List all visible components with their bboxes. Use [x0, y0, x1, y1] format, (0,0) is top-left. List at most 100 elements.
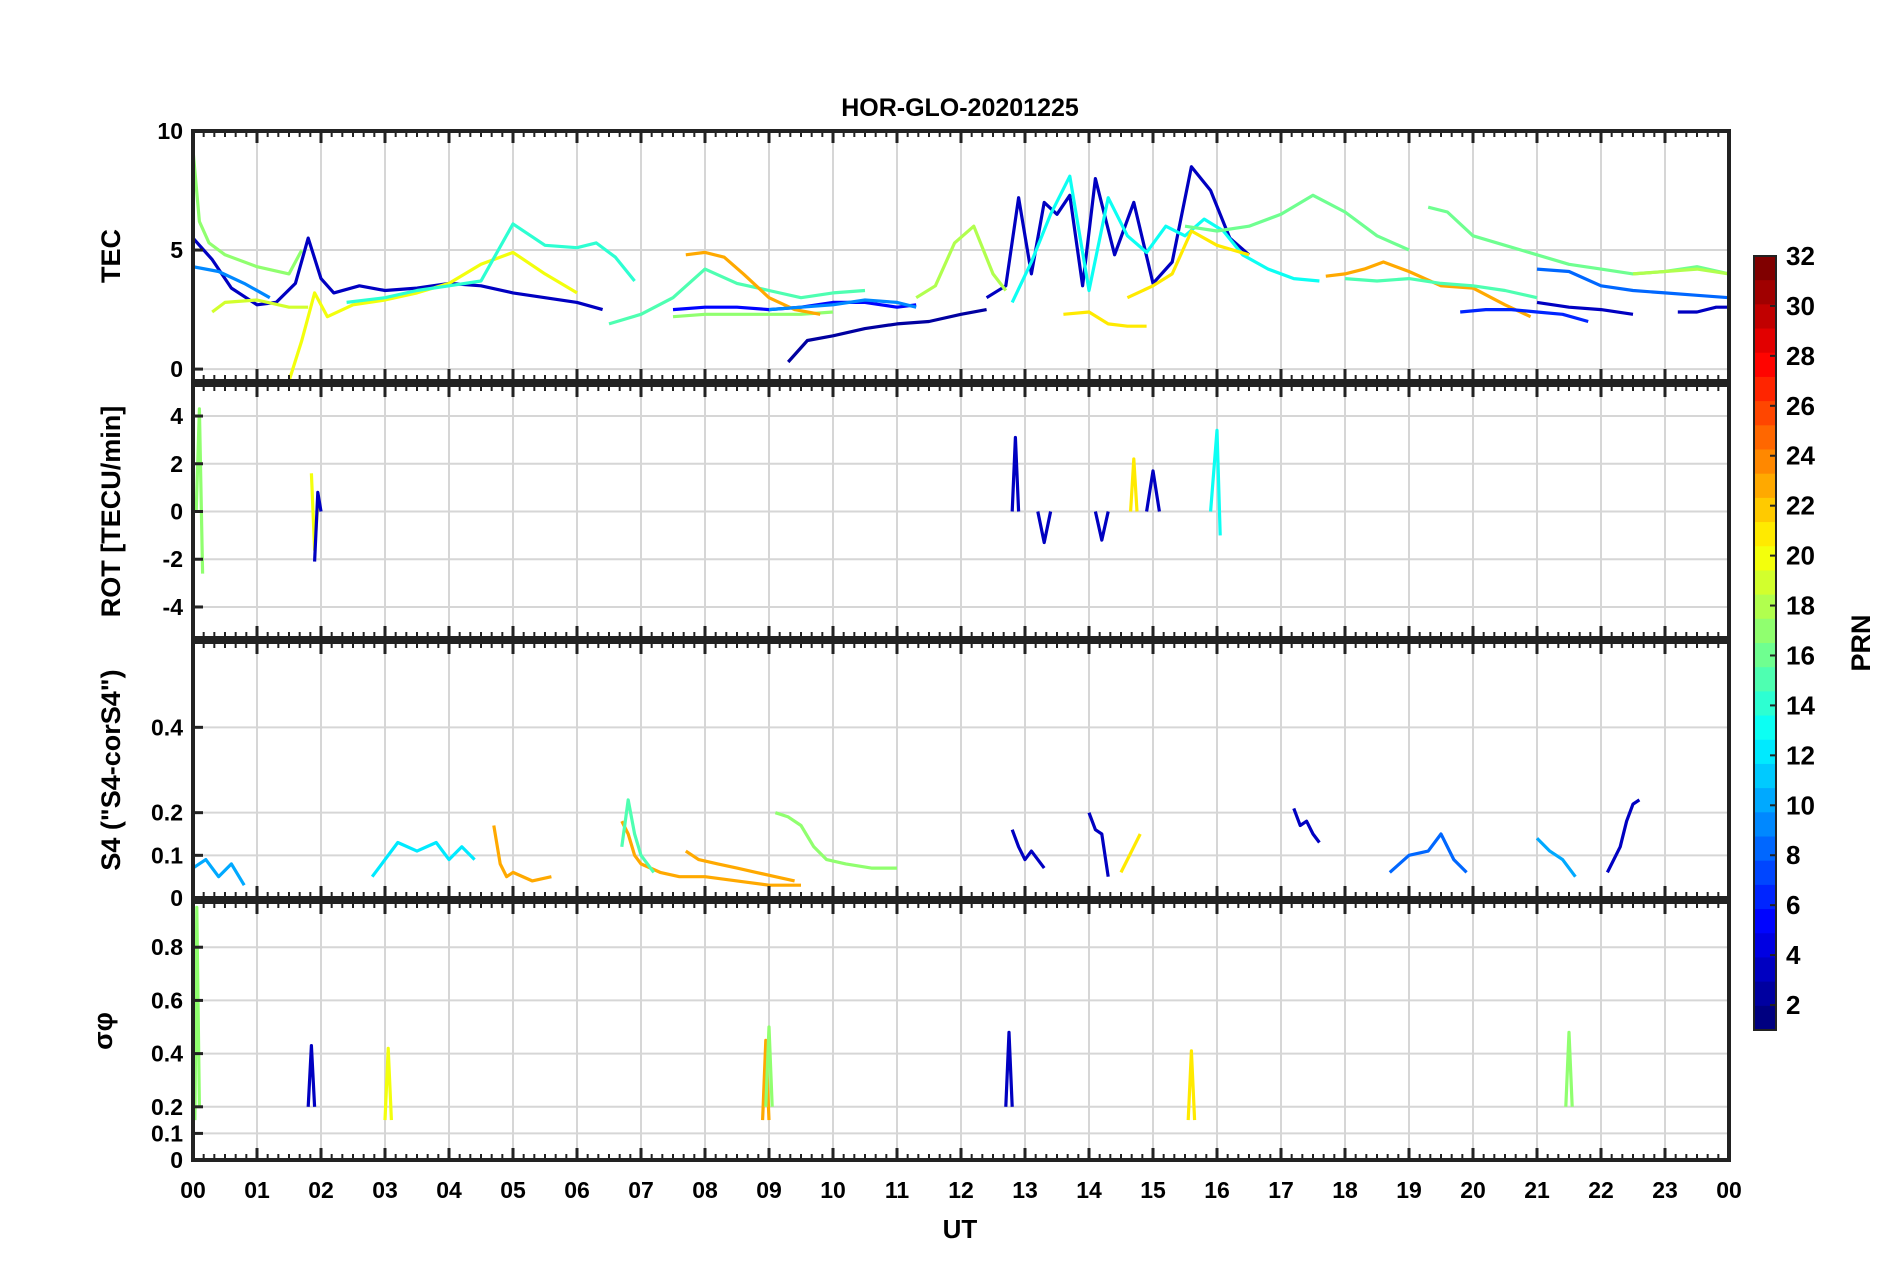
series-line [685, 250, 821, 316]
series-line [1536, 267, 1729, 300]
series-line [1010, 435, 1021, 512]
colorbar-tick-label: 32 [1786, 241, 1815, 271]
colorbar-swatch [1754, 401, 1776, 426]
series-line [1292, 807, 1321, 844]
x-tick-label: 01 [244, 1177, 270, 1203]
x-tick-label: 02 [308, 1177, 334, 1203]
colorbar-swatch [1754, 909, 1776, 934]
colorbar-swatch [1754, 691, 1776, 717]
series-group [193, 905, 1574, 1121]
series-line [1677, 305, 1729, 314]
y-tick-label: 5 [170, 237, 183, 263]
series-line [313, 490, 323, 562]
series-line [193, 149, 304, 276]
x-tick-label: 22 [1588, 1177, 1614, 1203]
x-tick-label: 15 [1140, 1177, 1166, 1203]
y-axis-label: TEC [96, 229, 126, 283]
y-tick-label: 0.2 [151, 1094, 183, 1120]
series-line [193, 265, 271, 300]
series-line [1036, 511, 1053, 545]
colorbar-swatch [1754, 788, 1776, 813]
x-tick-label: 11 [885, 1177, 910, 1203]
series-line [915, 224, 1008, 300]
series-line [1460, 308, 1589, 324]
colorbar-tick-label: 4 [1786, 940, 1801, 970]
y-tick-label: 2 [170, 451, 183, 477]
colorbar-swatch [1754, 933, 1776, 959]
colorbar-tick-label: 8 [1786, 840, 1800, 870]
y-tick-label: -2 [163, 546, 183, 572]
colorbar-swatch [1754, 570, 1776, 596]
colorbar-tick-label: 2 [1786, 990, 1800, 1020]
x-tick-label: 16 [1204, 1177, 1230, 1203]
colorbar-swatch [1754, 522, 1776, 547]
series-line [1536, 300, 1634, 316]
series-line [1004, 1030, 1014, 1107]
y-tick-label: 0.4 [151, 1041, 183, 1067]
y-tick-label: 0.8 [151, 934, 183, 960]
colorbar-swatch [1754, 1005, 1776, 1031]
colorbar-swatch [1754, 594, 1776, 620]
colorbar-swatch [1754, 643, 1776, 668]
colorbar-swatch [1754, 836, 1776, 862]
colorbar-tick-label: 20 [1786, 541, 1815, 571]
colorbar-swatch [1754, 280, 1776, 305]
colorbar-tick-label: 30 [1786, 291, 1815, 321]
series-line [787, 308, 987, 364]
panel-4: 00.10.2 0.4 0.6 0.8 σφ [88, 900, 1731, 1173]
y-tick-label: 0.2 [151, 800, 183, 826]
x-tick-label: 00 [1716, 1177, 1742, 1203]
series-line [620, 798, 656, 874]
series-line [684, 849, 795, 883]
x-axis-label: UT [943, 1214, 978, 1244]
x-minor-ticks [191, 642, 1731, 898]
series-line [383, 1046, 393, 1121]
colorbar-swatch [1754, 763, 1776, 789]
x-tick-label: 21 [1524, 1177, 1550, 1203]
series-line [608, 267, 866, 326]
x-tick-labels: 00 01 02 03 04 05 06 07 08 09 10 11 12 13 14 15 16 17 18 19… [180, 1177, 1742, 1203]
series-line [1564, 1030, 1574, 1107]
series-line [620, 820, 801, 887]
x-tick-label: 10 [820, 1177, 846, 1203]
series-line [492, 825, 552, 883]
series-line [672, 310, 834, 319]
series-line [1632, 267, 1729, 276]
x-tick-label: 03 [372, 1177, 398, 1203]
x-tick-label: 19 [1396, 1177, 1422, 1203]
series-line [1325, 260, 1532, 319]
colorbar-tick-label: 18 [1786, 591, 1815, 621]
y-axis-label: S4 ("S4-corS4") [96, 669, 126, 870]
y-tick-label: 0 [170, 499, 183, 525]
colorbar-swatch [1754, 715, 1776, 741]
y-tick-label: 0.6 [151, 987, 183, 1013]
colorbar-swatch [1754, 449, 1776, 475]
colorbar-swatch [1754, 352, 1776, 378]
colorbar-swatch [1754, 473, 1776, 499]
colorbar-tick-label: 22 [1786, 491, 1815, 521]
grid [193, 131, 1729, 381]
series-line [1388, 832, 1468, 874]
series-group [193, 149, 1729, 381]
colorbar-tick-label: 16 [1786, 640, 1815, 670]
colorbar-label: PRN [1846, 614, 1876, 671]
colorbar-swatch [1754, 667, 1776, 692]
colorbar-swatch [1754, 981, 1776, 1007]
series-line [1129, 457, 1139, 512]
colorbar-swatch [1754, 546, 1776, 572]
series-line [1010, 829, 1046, 870]
y-tick-label: 10 [157, 118, 183, 144]
series-line [1126, 229, 1250, 300]
x-tick-label: 20 [1460, 1177, 1486, 1203]
series-line [306, 1043, 317, 1107]
series-line [193, 236, 604, 312]
y-tick-label: 0 [170, 356, 183, 382]
y-tick-label: 0.1 [151, 1120, 183, 1146]
x-tick-label: 04 [436, 1177, 462, 1203]
series-line [194, 407, 205, 574]
series-line [1145, 469, 1161, 512]
panel-3: 0 0.1 0.2 0.4 S4 ("S4-corS4") [96, 640, 1731, 911]
series-line [774, 811, 897, 870]
